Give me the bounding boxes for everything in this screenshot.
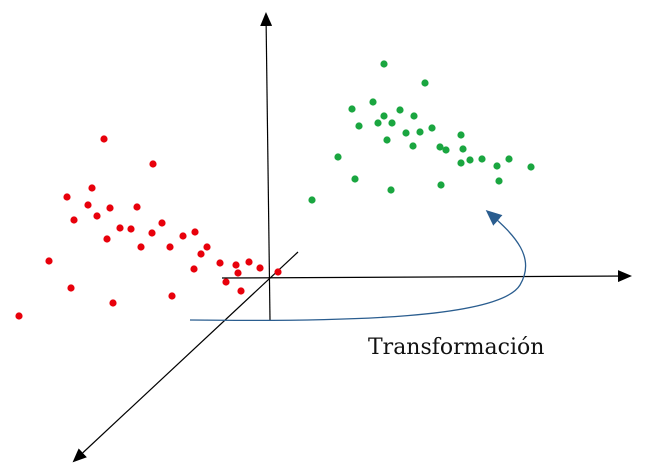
red-point xyxy=(109,299,117,307)
green-point xyxy=(457,159,465,167)
green-point xyxy=(369,98,377,106)
red-point xyxy=(15,312,23,320)
red-point xyxy=(237,287,245,295)
green-point xyxy=(410,112,418,120)
red-point xyxy=(133,203,141,211)
red-point xyxy=(127,225,135,233)
vertical-axis xyxy=(260,12,273,321)
red-point xyxy=(137,243,145,251)
green-point xyxy=(436,143,444,151)
green-point xyxy=(505,155,513,163)
red-point xyxy=(149,160,157,168)
green-point xyxy=(466,156,474,164)
green-point xyxy=(383,136,391,144)
green-point xyxy=(416,128,424,136)
green-point xyxy=(527,163,535,171)
green-point xyxy=(409,142,417,150)
green-point xyxy=(421,79,429,87)
red-point xyxy=(116,224,124,232)
red-point xyxy=(63,193,71,201)
green-point xyxy=(374,119,382,127)
red-point xyxy=(45,257,53,265)
red-point xyxy=(222,278,230,286)
red-point xyxy=(70,216,78,224)
red-point xyxy=(100,135,108,143)
red-point xyxy=(106,204,114,212)
red-point xyxy=(232,261,240,269)
red-point-cloud xyxy=(15,135,282,320)
green-point xyxy=(495,177,503,185)
transformation-label: Transformación xyxy=(368,335,544,360)
green-point xyxy=(308,196,316,204)
green-point xyxy=(387,186,395,194)
red-point xyxy=(197,250,205,258)
red-point xyxy=(88,184,96,192)
red-point xyxy=(234,269,242,277)
red-point xyxy=(84,201,92,209)
red-point xyxy=(245,258,253,266)
green-point xyxy=(396,106,404,114)
red-point xyxy=(103,235,111,243)
red-point xyxy=(158,219,166,227)
depth-axis xyxy=(72,251,299,463)
red-point xyxy=(93,212,101,220)
red-point xyxy=(67,284,75,292)
red-point xyxy=(148,229,156,237)
green-point xyxy=(478,155,486,163)
red-point xyxy=(203,243,211,251)
green-point xyxy=(459,145,467,153)
green-point xyxy=(380,60,388,68)
green-point xyxy=(351,175,359,183)
green-point xyxy=(428,124,436,132)
green-point-cloud xyxy=(308,60,535,204)
green-point xyxy=(355,122,363,130)
red-point xyxy=(256,264,264,272)
green-point xyxy=(388,119,396,127)
green-point xyxy=(334,153,342,161)
green-point xyxy=(493,162,501,170)
red-point xyxy=(179,232,187,240)
green-point xyxy=(442,146,450,154)
red-point xyxy=(168,292,176,300)
red-point xyxy=(216,259,224,267)
horizontal-axis xyxy=(221,270,632,283)
red-point xyxy=(166,243,174,251)
red-point xyxy=(191,228,199,236)
red-point xyxy=(190,265,198,273)
green-point xyxy=(457,131,465,139)
green-point xyxy=(402,129,410,137)
green-point xyxy=(348,105,356,113)
red-point xyxy=(274,268,282,276)
transformation-arrow xyxy=(189,210,527,322)
green-point xyxy=(437,181,445,189)
green-point xyxy=(380,112,388,120)
